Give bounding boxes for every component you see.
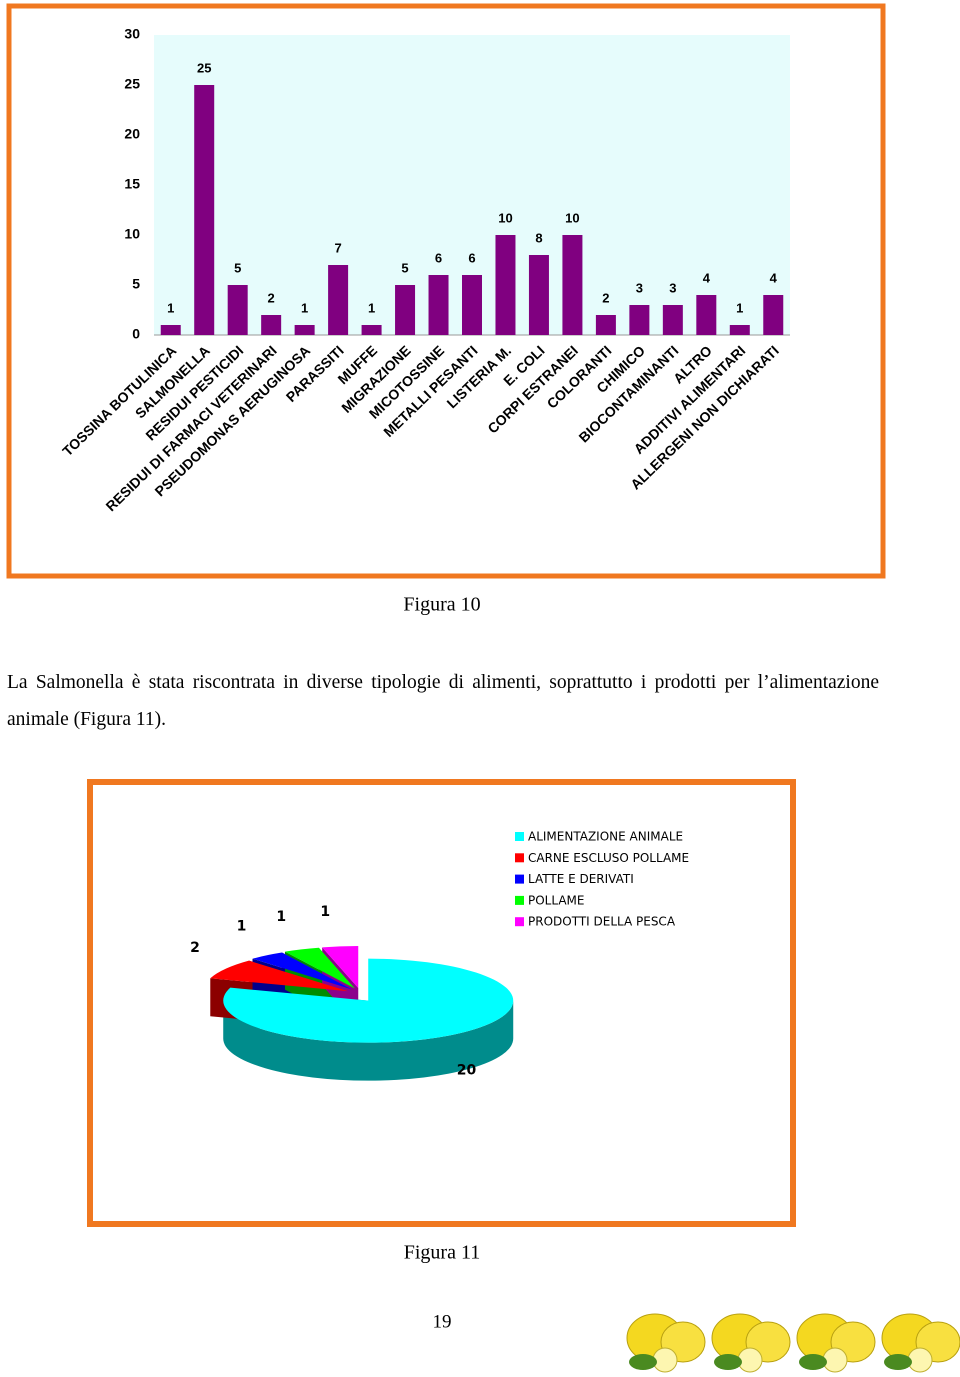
bar [528,255,549,335]
caption: Figura 10 [403,594,480,616]
data-label: 1 [320,904,330,920]
bar [595,315,616,335]
data-label: 3 [636,280,643,295]
legend-swatch [515,917,524,927]
data-label: 1 [368,300,375,315]
data-label: 2 [602,290,609,305]
bar [462,275,482,335]
data-label: 10 [498,210,512,225]
y-tick-label: 30 [124,26,140,42]
legend-swatch [515,853,524,863]
legend-swatch [515,874,524,884]
legend-label: LATTE E DERIVATI [528,872,634,886]
pie-slice [284,947,355,989]
data-label: 1 [301,300,308,315]
pie-slice [223,958,514,1043]
data-label: 7 [334,240,341,255]
data-label: 1 [736,300,743,315]
pie-slice-side [223,1000,514,1081]
page-number: 19 [433,1311,452,1332]
bar [428,275,449,335]
y-tick-label: 20 [124,126,140,142]
y-tick-label: 15 [124,176,140,192]
bar [395,285,416,335]
bar [696,295,717,335]
bar [562,235,583,335]
body-paragraph: La Salmonella è stata riscontrata in div… [7,672,879,730]
data-label: 2 [268,290,275,305]
data-label: 6 [435,250,442,265]
legend-swatch [515,832,524,841]
bar [227,285,248,335]
data-label: 1 [276,909,286,925]
pie-slice [252,952,352,990]
data-label: 4 [770,270,778,285]
y-tick-label: 0 [132,326,140,342]
bar [662,305,683,335]
caption: Figura 11 [404,1242,480,1264]
data-label: 25 [197,60,211,75]
legend-label: CARNE ESCLUSO POLLAME [528,851,689,865]
data-label: 1 [167,300,174,315]
data-label: 6 [468,250,475,265]
legend-label: POLLAME [528,893,584,907]
pie-slice [210,960,349,992]
bar [261,315,282,335]
data-label: 1 [237,918,247,934]
bar [361,325,382,335]
bar [729,325,750,335]
data-label: 5 [234,260,241,275]
lemon-decoration [626,1313,960,1373]
bar [328,265,349,335]
y-tick-label: 5 [132,276,140,292]
bar [160,325,181,335]
bar [294,325,315,335]
legend-label: PRODOTTI DELLA PESCA [528,915,676,929]
legend-swatch [515,895,524,905]
y-tick-label: 25 [124,76,140,92]
data-label: 8 [535,230,542,245]
data-label: 3 [669,280,676,295]
pie-tops [210,946,514,1043]
data-label: 2 [190,940,200,956]
bar [763,295,784,335]
legend-label: ALIMENTAZIONE ANIMALE [528,830,683,844]
data-label: 10 [565,210,579,225]
y-tick-label: 10 [124,226,140,242]
pie-slice [322,946,359,989]
data-label: 20 [457,1062,477,1078]
bar [194,85,215,335]
data-label: 5 [401,260,408,275]
bar [495,235,516,335]
data-label: 4 [703,270,711,285]
bar [629,305,650,335]
